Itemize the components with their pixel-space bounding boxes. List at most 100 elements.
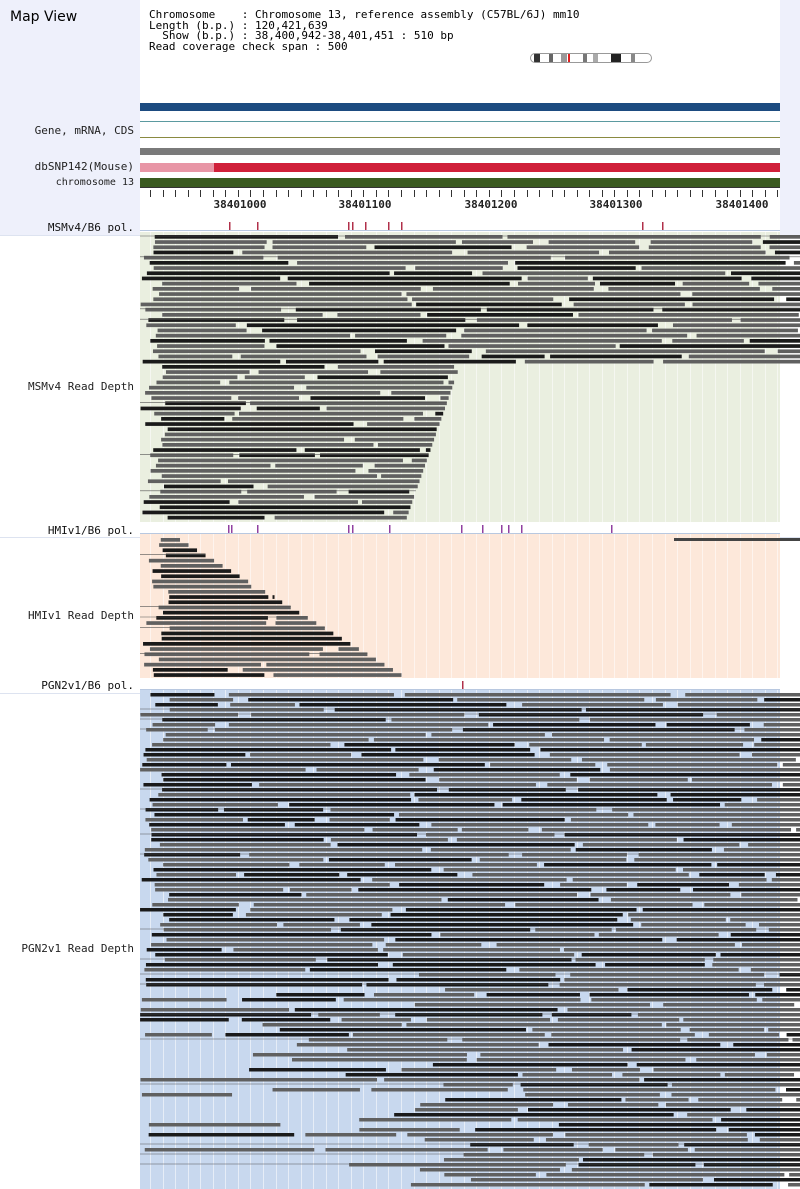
pgn-read	[398, 813, 629, 817]
msm-read	[228, 479, 420, 484]
pgn-read	[225, 1033, 349, 1037]
pgn-read	[402, 953, 575, 957]
pgn-read	[169, 918, 335, 922]
axis-tick	[263, 190, 264, 197]
pgn-read	[395, 1013, 543, 1017]
hmi-read	[272, 595, 275, 599]
pgn-read	[691, 778, 800, 782]
axis-tick	[665, 190, 666, 197]
pgn-read	[150, 693, 215, 697]
hmi-read	[160, 538, 180, 542]
pgn-read	[759, 923, 800, 927]
pgn-read	[373, 993, 475, 997]
msm-read	[565, 255, 790, 260]
axis-label-38401400: 38401400	[715, 198, 769, 211]
pgn-read	[478, 713, 704, 717]
msm-read	[229, 380, 444, 385]
msm-read	[149, 385, 295, 390]
pgn-read	[438, 758, 572, 762]
msm-read	[148, 318, 285, 322]
pgn-read	[782, 783, 800, 787]
axis-tick	[288, 190, 289, 197]
pgn-read	[609, 738, 755, 742]
pgn-read	[347, 1048, 624, 1052]
msm-read	[772, 287, 800, 291]
pgn-read	[146, 758, 424, 762]
pgn-read	[552, 733, 800, 737]
pgn-read	[419, 1168, 560, 1172]
pgn-read	[140, 1013, 312, 1017]
msm-read	[274, 515, 407, 520]
hmi-read	[143, 642, 351, 646]
pgn-read	[703, 1163, 800, 1167]
pgn-read	[771, 878, 800, 882]
pgn-read	[250, 908, 393, 912]
pgn-read	[158, 793, 411, 797]
mrna-line[interactable]	[140, 121, 780, 122]
axis-tick	[765, 190, 766, 197]
pgn-read	[151, 933, 432, 937]
msm-read	[154, 235, 339, 239]
cds-line[interactable]	[140, 137, 780, 138]
pgn-read	[744, 728, 800, 732]
dbsnp-red-segment[interactable]	[214, 163, 780, 172]
pgn-read	[763, 723, 800, 727]
dbsnp-pink-segment[interactable]	[140, 163, 214, 172]
hmi-pol-variant-mark	[228, 525, 230, 533]
msm-read	[152, 287, 240, 291]
axis-tick	[501, 190, 502, 197]
msm-read	[518, 281, 595, 286]
msm-read	[162, 313, 323, 317]
pgn-read	[149, 798, 412, 802]
hmi-read	[162, 548, 198, 553]
pgn-read	[248, 698, 454, 702]
pgn-read	[163, 778, 426, 782]
pgn-read	[330, 808, 597, 812]
pgn-read	[563, 948, 800, 952]
coverage-span-info: Read coverage check span : 500	[149, 39, 348, 53]
chromosome-bar[interactable]	[140, 178, 780, 187]
pgn-read	[155, 703, 218, 707]
pgn-read	[634, 858, 800, 862]
hmi-read	[146, 621, 267, 625]
msm-pol-row	[140, 222, 780, 230]
axis-tick	[213, 190, 214, 197]
pgn-read	[544, 863, 712, 867]
pgn-read	[547, 783, 772, 787]
gene-bar[interactable]	[140, 103, 780, 111]
pgn-read	[143, 783, 252, 787]
pgn-read	[457, 698, 645, 702]
msm-read	[367, 422, 440, 426]
msm-read	[162, 281, 297, 286]
pgn-read	[575, 958, 705, 962]
chromosome-idiogram[interactable]	[530, 53, 652, 63]
pgn-read	[161, 773, 397, 777]
pgn-read	[615, 1148, 688, 1152]
map-view-title: Map View	[10, 9, 78, 25]
msm-read	[769, 245, 800, 250]
pgn-read	[515, 903, 693, 907]
pgn-read	[663, 1003, 795, 1007]
pgn-read	[431, 823, 649, 827]
hmi-pol-label: HMIv1/B6 pol.	[47, 524, 134, 537]
hmi-read	[158, 605, 291, 610]
pgn-read	[372, 828, 458, 832]
msm-read	[448, 380, 455, 385]
pgn-read	[789, 1173, 800, 1177]
msm-read	[527, 276, 588, 281]
msm-read	[672, 339, 744, 343]
msm-read	[150, 469, 356, 473]
msm-read	[448, 344, 616, 348]
msm-read	[482, 271, 726, 276]
pgn-read	[641, 923, 746, 927]
pgn-read	[447, 898, 599, 902]
pgn-read	[445, 1098, 622, 1102]
pgn-read	[671, 1083, 800, 1087]
msm-read	[740, 318, 800, 322]
msm-read	[422, 339, 662, 343]
msm-read	[146, 271, 390, 276]
gene-grey-bar[interactable]	[140, 148, 780, 155]
pgn-read	[645, 743, 744, 747]
msm-read	[599, 281, 676, 286]
